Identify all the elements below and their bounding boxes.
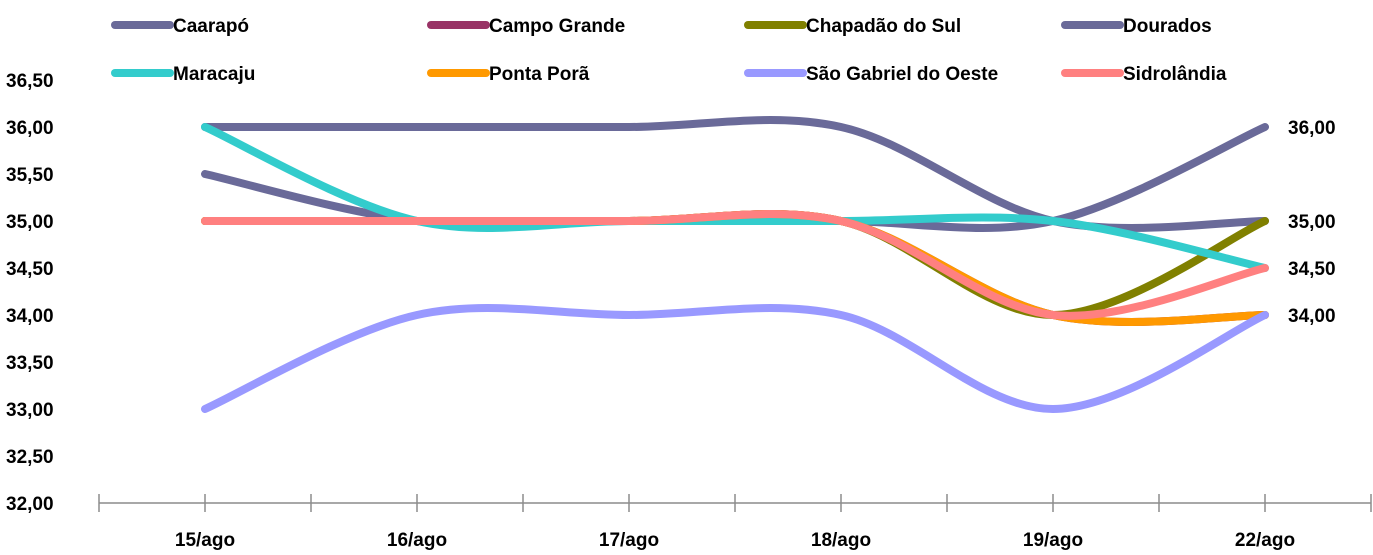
axes-group: 32,00 32,50 33,00 33,50 34,00 34,50 35,00 35,50… [6,71,1372,551]
right-value-label: 34,50 [1288,259,1336,280]
y-tick-label: 32,50 [6,447,54,468]
series-line-6 [201,304,1269,413]
legend-label-3: Dourados [1123,16,1212,37]
legend-label-2: Chapadão do Sul [806,16,961,37]
y-tick-label: 33,00 [6,400,54,421]
y-tick-label: 36,00 [6,118,54,139]
x-tick-label: 19/ago [1023,530,1083,550]
legend-label-0: Caarapó [173,16,249,37]
legend-label-1: Campo Grande [489,16,625,37]
x-tick-label: 15/ago [175,530,235,550]
series-line-4 [201,123,1269,272]
y-tick-label: 34,00 [6,306,54,327]
x-tick-label: 16/ago [387,530,447,550]
legend-label-6: São Gabriel do Oeste [806,64,998,85]
y-tick-label: 32,00 [6,494,54,515]
legend-label-5: Ponta Porã [489,64,590,85]
y-tick-label: 35,50 [6,165,54,186]
x-tick-label: 17/ago [599,530,659,550]
y-tick-label: 36,50 [6,71,54,92]
legend-label-4: Maracaju [173,64,255,85]
y-tick-label: 35,00 [6,212,54,233]
right-value-label: 36,00 [1288,118,1336,139]
x-tick-label: 22/ago [1235,530,1295,550]
right-value-label: 35,00 [1288,212,1336,233]
right-value-labels: 36,00 35,00 34,50 34,00 [1288,118,1336,327]
legend: Caarapó Campo Grande Chapadão do Sul Dourad… [111,16,1227,85]
y-tick-label: 33,50 [6,353,54,374]
y-tick-label: 34,50 [6,259,54,280]
x-tick-label: 18/ago [811,530,871,550]
series-line-7 [201,210,1269,320]
right-value-label: 34,00 [1288,306,1336,327]
legend-label-7: Sidrolândia [1123,64,1227,85]
series-group [201,116,1269,413]
